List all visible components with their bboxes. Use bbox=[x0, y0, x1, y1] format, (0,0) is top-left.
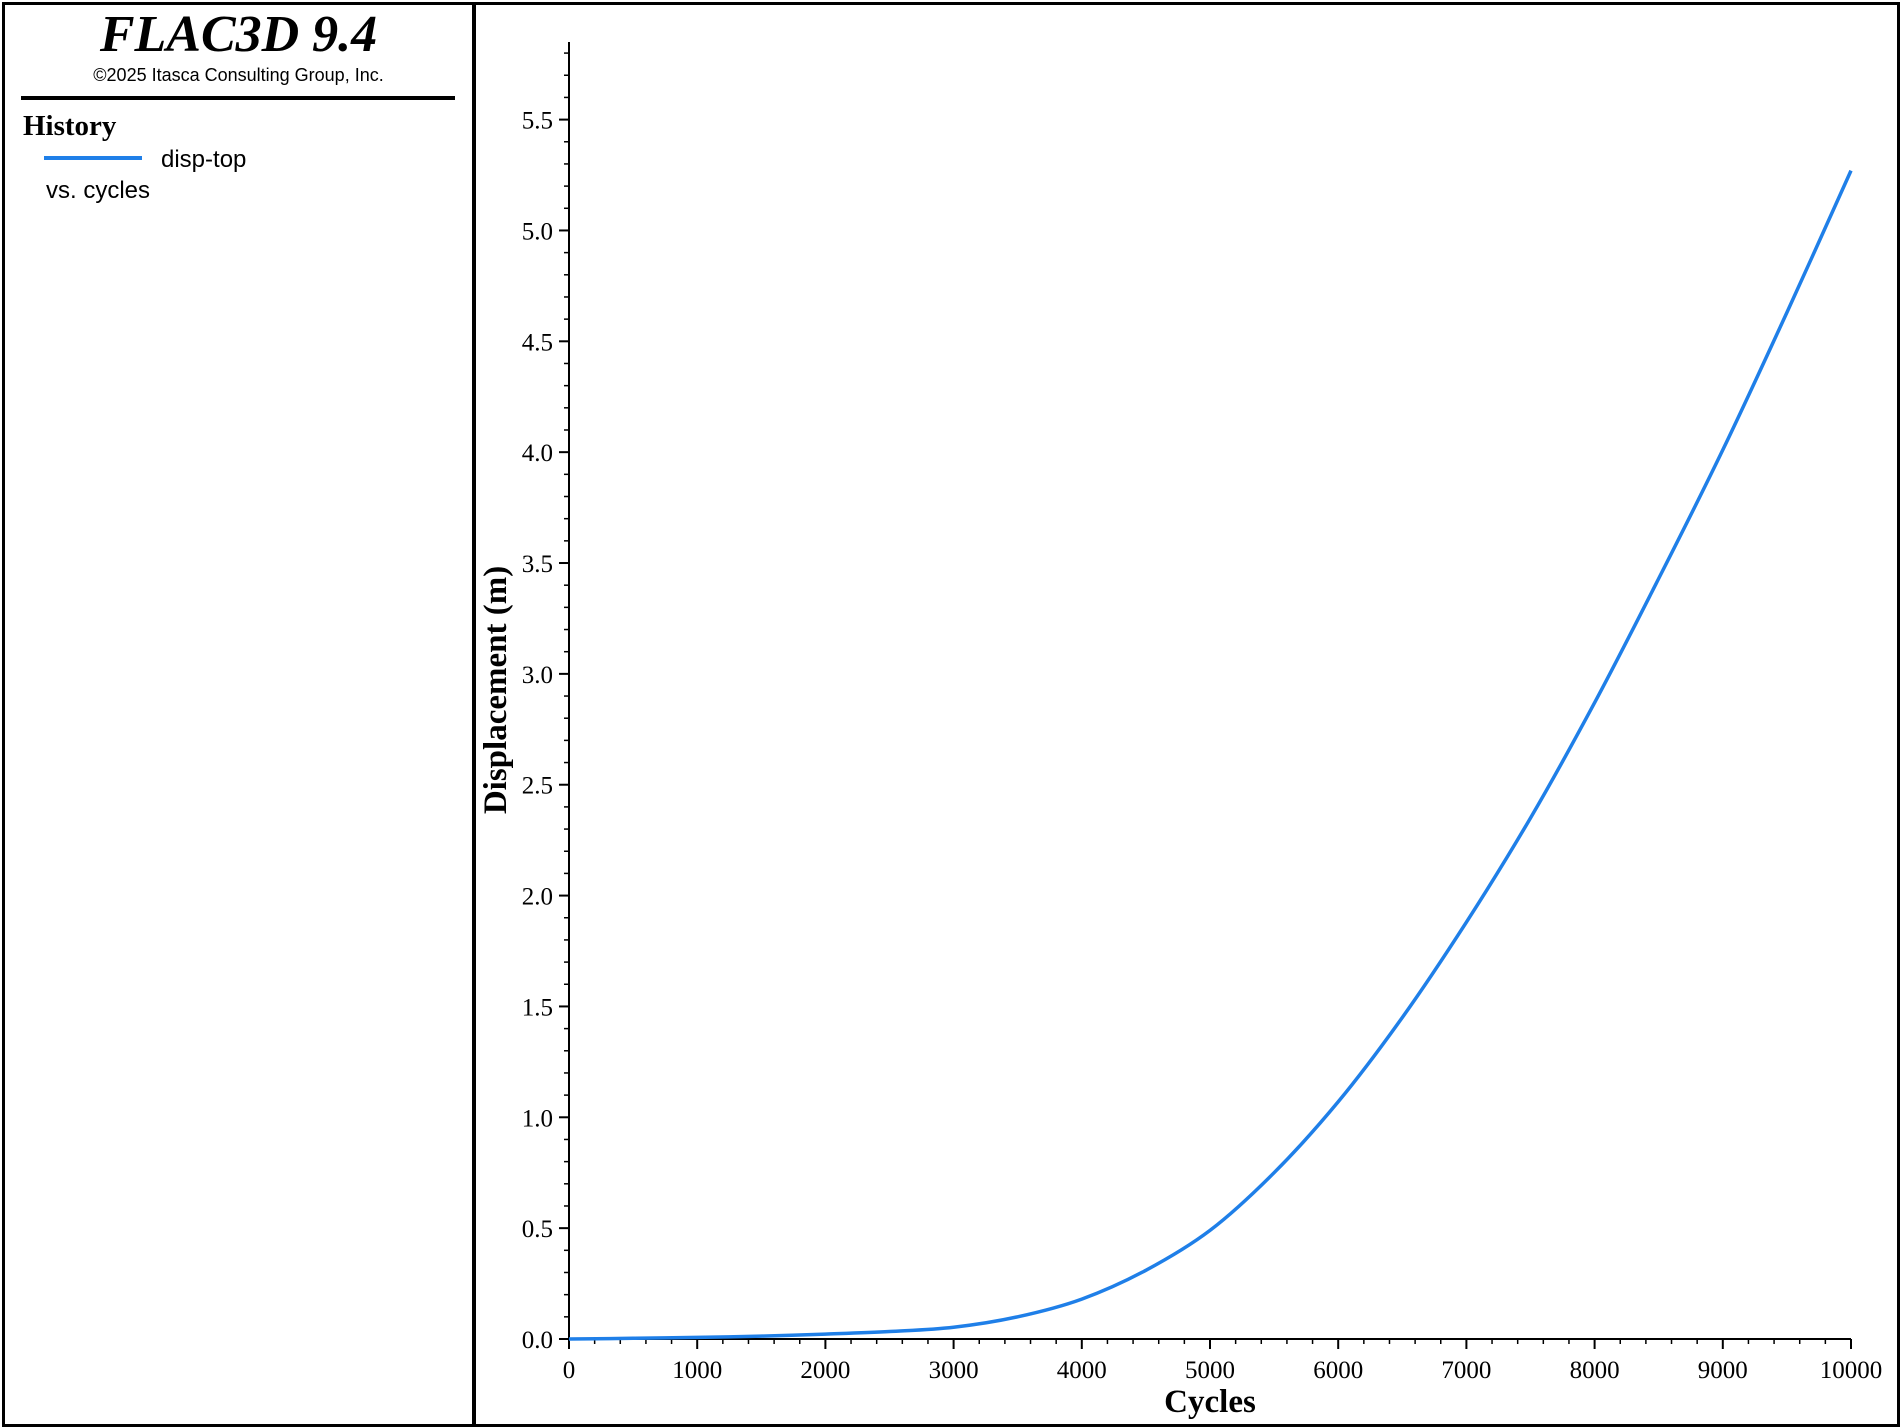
x-tick-label: 0 bbox=[563, 1357, 576, 1384]
copyright-text: ©2025 Itasca Consulting Group, Inc. bbox=[93, 65, 384, 85]
legend-divider bbox=[21, 96, 455, 100]
y-tick-label: 1.5 bbox=[522, 994, 553, 1021]
legend-series-label: disp-top bbox=[161, 146, 247, 173]
x-tick-label: 7000 bbox=[1441, 1357, 1491, 1384]
y-tick-label: 3.0 bbox=[522, 662, 553, 689]
legend-series-swatch bbox=[44, 156, 142, 160]
y-tick-label: 0.5 bbox=[522, 1216, 553, 1243]
legend-panel: FLAC3D 9.4 ©2025 Itasca Consulting Group… bbox=[5, 5, 472, 1421]
y-axis-title: Displacement (m) bbox=[478, 566, 514, 814]
x-tick-label: 2000 bbox=[800, 1357, 850, 1384]
panel-divider bbox=[472, 2, 476, 1424]
y-tick-label: 0.0 bbox=[522, 1327, 553, 1354]
x-tick-label: 4000 bbox=[1057, 1357, 1107, 1384]
y-tick-label: 2.5 bbox=[522, 773, 553, 800]
x-tick-label: 5000 bbox=[1185, 1357, 1235, 1384]
x-tick-label: 9000 bbox=[1698, 1357, 1748, 1384]
x-tick-label: 3000 bbox=[929, 1357, 979, 1384]
y-tick-label: 5.0 bbox=[522, 218, 553, 245]
y-tick-label: 2.0 bbox=[522, 884, 553, 911]
x-tick-label: 1000 bbox=[672, 1357, 722, 1384]
y-tick-label: 4.5 bbox=[522, 329, 553, 356]
series-line-disp-top bbox=[568, 169, 1853, 1341]
x-tick-label: 10000 bbox=[1820, 1357, 1883, 1384]
y-tick-label: 4.0 bbox=[522, 440, 553, 467]
y-tick-label: 5.5 bbox=[522, 108, 553, 135]
series-layer bbox=[568, 169, 1853, 1341]
app-title: FLAC3D 9.4 bbox=[99, 6, 378, 63]
axes: 0.0 0.5 1.0 1.5 2.0 2.5 3.0 3.5 4.0 4.5 5.0 5.5 0 100… bbox=[522, 42, 1883, 1384]
x-axis-title: Cycles bbox=[1164, 1384, 1256, 1420]
y-tick-label: 1.0 bbox=[522, 1105, 553, 1132]
x-tick-label: 6000 bbox=[1313, 1357, 1363, 1384]
legend-vs-label: vs. cycles bbox=[46, 177, 151, 204]
x-tick-label: 8000 bbox=[1570, 1357, 1620, 1384]
legend-heading: History bbox=[23, 110, 117, 142]
y-tick-label: 3.5 bbox=[522, 551, 553, 578]
